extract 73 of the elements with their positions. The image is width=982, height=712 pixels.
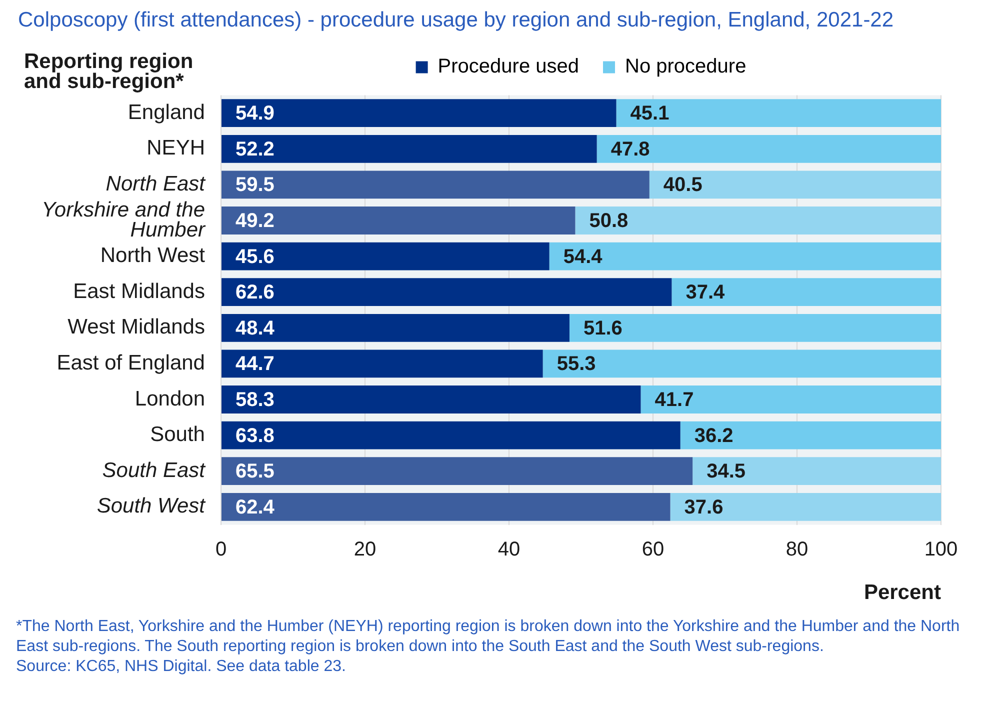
y-tick-label: North West: [100, 244, 206, 268]
data-label: 65.5: [236, 460, 274, 483]
data-label: 34.5: [706, 460, 746, 483]
data-label: 59.5: [236, 174, 274, 196]
bar: [222, 134, 597, 163]
x-tick-label: 80: [786, 538, 808, 560]
y-tick-label: South West: [96, 494, 206, 518]
bar: [542, 350, 941, 378]
data-label: 47.8: [610, 138, 650, 160]
data-label: 52.2: [236, 138, 274, 160]
data-label: 48.4: [236, 317, 276, 340]
data-label: 37.4: [686, 282, 726, 304]
bar: [616, 99, 941, 128]
y-axis-title: Reporting region and sub-region*: [24, 50, 194, 93]
bar: [649, 170, 941, 199]
data-label: 41.7: [654, 389, 694, 412]
y-tick-label: South: [150, 423, 205, 446]
bar: [569, 314, 941, 342]
x-tick-label: 0: [215, 538, 227, 560]
x-tick-label: 100: [924, 538, 958, 560]
bar: [670, 492, 941, 521]
bar: [222, 278, 672, 306]
bar: [222, 242, 550, 270]
bar: [222, 99, 616, 128]
bar: [596, 134, 941, 163]
y-tick-label: NEYH: [146, 136, 205, 160]
source-note: Source: KC65, NHS Digital. See data table 23.: [16, 657, 347, 677]
bar: [222, 457, 693, 486]
data-label: 54.4: [563, 246, 604, 268]
x-tick-label: 40: [498, 538, 520, 560]
bar: [222, 170, 650, 199]
bar: [222, 206, 576, 234]
y-tick-label: West Midlands: [68, 316, 205, 339]
y-tick-label: East of England: [56, 351, 205, 374]
bar: [575, 206, 941, 234]
data-label: 49.2: [236, 210, 274, 232]
bar: [549, 242, 941, 270]
data-label: 45.6: [236, 246, 274, 268]
data-label: 36.2: [694, 424, 734, 447]
y-tick-label: North East: [106, 172, 206, 196]
bar: [222, 350, 543, 378]
data-label: 58.3: [236, 389, 274, 412]
data-label: 40.5: [663, 174, 702, 196]
data-label: 37.6: [684, 496, 724, 518]
data-label: 63.8: [236, 424, 274, 447]
bar: [222, 386, 641, 414]
data-label: 62.6: [236, 282, 274, 304]
y-tick-label: South East: [102, 458, 206, 482]
y-tick-label: Yorkshire and the Humber: [42, 198, 206, 242]
bar: [672, 278, 941, 306]
y-tick-label: East Midlands: [73, 280, 205, 303]
bar: [222, 492, 670, 521]
bar: [680, 421, 941, 450]
bar: [222, 314, 570, 342]
text: *The North East, Yorkshire and the Humber (NEYH) reporting region is broken down into the Yorkshire and the Humber and the North East sub-regions. The South reporting region is broken down into the South East and the South West sub-regions.: [16, 617, 961, 657]
bar: [640, 386, 941, 414]
y-tick-label: London: [134, 387, 205, 410]
data-label: 45.1: [630, 102, 670, 125]
data-label: 44.7: [236, 353, 274, 376]
legend-label: No procedure: [625, 56, 746, 78]
x-tick-label: 60: [642, 538, 664, 560]
data-label: 55.3: [556, 353, 596, 376]
bar: [692, 457, 941, 486]
data-label: 54.9: [236, 102, 274, 125]
x-tick-label: 20: [354, 538, 376, 560]
legend-label: Procedure used: [438, 56, 580, 78]
data-label: 62.4: [236, 496, 276, 518]
data-label: 50.8: [589, 210, 628, 232]
bar: [222, 421, 680, 450]
x-axis-title: Percent: [864, 581, 941, 604]
data-label: 51.6: [583, 317, 622, 340]
chart-title: Colposcopy (first attendances) - procedure usage by region and sub-region, England, 2021-22: [18, 8, 894, 32]
y-tick-label: England: [128, 100, 205, 124]
